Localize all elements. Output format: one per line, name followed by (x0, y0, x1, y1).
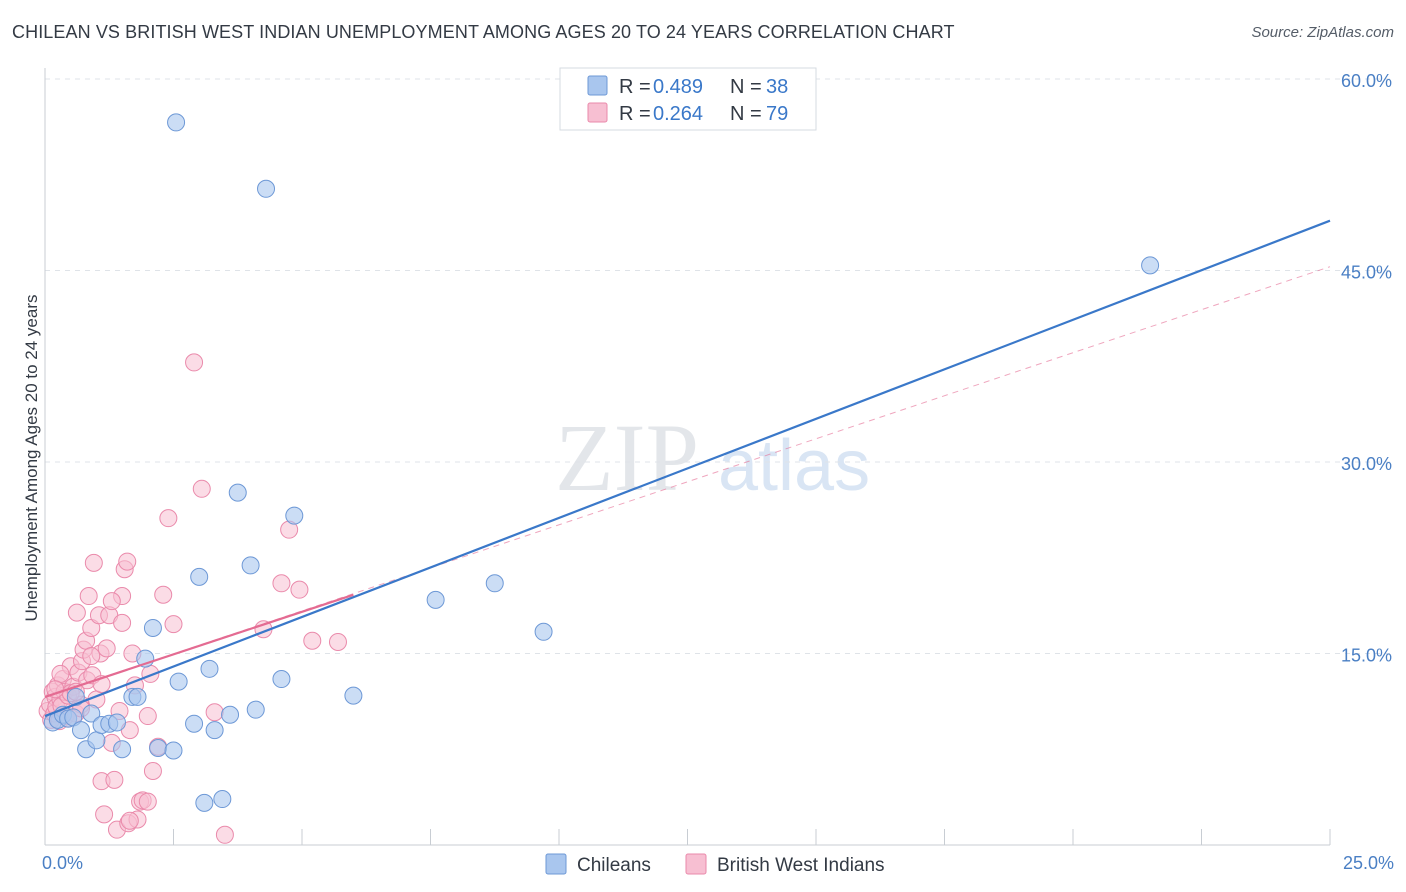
y-tick-label-1: 30.0% (1341, 454, 1392, 474)
point-chileans-34 (285, 506, 304, 525)
legend-r-label-1: R = (619, 76, 651, 98)
trend-lines (44, 219, 1331, 718)
point-british-west-indians-18 (67, 603, 86, 622)
source-credit: Source: ZipAtlas.com (1251, 24, 1394, 41)
point-british-west-indians-66 (328, 633, 347, 652)
legend-r-value-2: 0.264 (653, 103, 703, 125)
point-british-west-indians-55 (159, 509, 178, 528)
legend-r-value-1: 0.489 (653, 76, 703, 98)
point-chileans-9 (87, 731, 106, 750)
point-british-west-indians-58 (192, 479, 211, 498)
legend-n-value-2: 79 (766, 103, 788, 125)
chileans-points (43, 113, 1160, 812)
point-british-west-indians-62 (272, 574, 291, 593)
point-chileans-37 (485, 574, 504, 593)
point-british-west-indians-75 (120, 811, 139, 830)
point-british-west-indians-25 (79, 587, 98, 606)
point-british-west-indians-64 (290, 580, 309, 599)
correlation-legend: R = 0.489 N = 38 R = 0.264 N = 79 (559, 67, 817, 131)
bottom-legend-swatch-british-west-indians (685, 853, 707, 875)
point-british-west-indians-52 (143, 761, 162, 780)
watermark-atlas: atlas (718, 426, 870, 506)
point-chileans-18 (149, 738, 168, 757)
point-chileans-33 (272, 670, 291, 689)
point-british-west-indians-57 (185, 353, 204, 372)
point-chileans-24 (195, 793, 214, 812)
point-british-west-indians-28 (84, 553, 103, 572)
point-chileans-30 (241, 556, 260, 575)
point-chileans-29 (228, 483, 247, 502)
legend-n-value-1: 38 (766, 76, 788, 98)
point-british-west-indians-37 (105, 770, 124, 789)
y-axis-label: Unemployment Among Ages 20 to 24 years (22, 295, 41, 622)
british-west-indians-points (38, 353, 347, 844)
point-british-west-indians-56 (164, 615, 183, 634)
point-chileans-27 (213, 790, 232, 809)
legend-n-label-1: N = (730, 76, 762, 98)
point-british-west-indians-59 (205, 703, 224, 722)
legend-r-label-2: R = (619, 103, 651, 125)
point-chileans-23 (190, 567, 209, 586)
point-british-west-indians-42 (118, 552, 137, 571)
bottom-legend-label-chileans: Chileans (577, 855, 651, 876)
trend-chileans (44, 219, 1331, 718)
legend-swatch-chileans (587, 75, 608, 96)
point-chileans-32 (257, 179, 276, 198)
point-chileans-38 (534, 622, 553, 641)
point-chileans-12 (107, 713, 126, 732)
point-british-west-indians-33 (95, 805, 114, 824)
point-british-west-indians-60 (215, 825, 234, 844)
point-chileans-35 (344, 686, 363, 705)
point-chileans-17 (143, 618, 162, 637)
point-chileans-15 (128, 687, 147, 706)
point-chileans-39 (1141, 256, 1160, 275)
point-british-west-indians-67 (51, 664, 70, 683)
point-chileans-19 (164, 741, 183, 760)
point-chileans-5 (66, 687, 85, 706)
point-chileans-31 (246, 700, 265, 719)
legend-swatch-british-west-indians (587, 102, 608, 123)
point-chileans-13 (113, 740, 132, 759)
point-chileans-21 (169, 672, 188, 691)
y-tick-label-2: 45.0% (1341, 263, 1392, 283)
point-chileans-22 (185, 714, 204, 733)
bottom-legend-swatch-chileans (545, 853, 567, 875)
watermark-zip: ZIP (555, 404, 699, 511)
tick-labels: 15.0% 30.0% 45.0% 60.0% 0.0% 25.0% (42, 71, 1394, 873)
x-tick-label-1: 25.0% (1343, 853, 1394, 873)
point-chileans-8 (82, 704, 101, 723)
point-british-west-indians-72 (102, 592, 121, 611)
legend-n-label-2: N = (730, 103, 762, 125)
chart-title: CHILEAN VS BRITISH WEST INDIAN UNEMPLOYM… (12, 22, 955, 42)
bottom-legend-label-british-west-indians: British West Indians (717, 855, 885, 876)
point-british-west-indians-50 (138, 707, 157, 726)
point-british-west-indians-65 (303, 631, 322, 650)
y-tick-label-0: 15.0% (1341, 646, 1392, 666)
point-chileans-20 (167, 113, 186, 132)
trend-british-west-indians (44, 593, 354, 698)
point-british-west-indians-73 (113, 613, 132, 632)
point-british-west-indians-74 (138, 792, 157, 811)
series-legend: Chileans British West Indians (545, 853, 885, 876)
point-british-west-indians-78 (46, 680, 65, 699)
x-tick-label-0: 0.0% (42, 853, 83, 873)
point-british-west-indians-68 (82, 647, 101, 666)
point-chileans-36 (426, 590, 445, 609)
point-chileans-25 (200, 659, 219, 678)
point-chileans-28 (221, 705, 240, 724)
y-tick-label-3: 60.0% (1341, 71, 1392, 91)
point-chileans-6 (71, 721, 90, 740)
point-chileans-26 (205, 721, 224, 740)
point-british-west-indians-54 (154, 585, 173, 604)
point-british-west-indians-34 (97, 639, 116, 658)
